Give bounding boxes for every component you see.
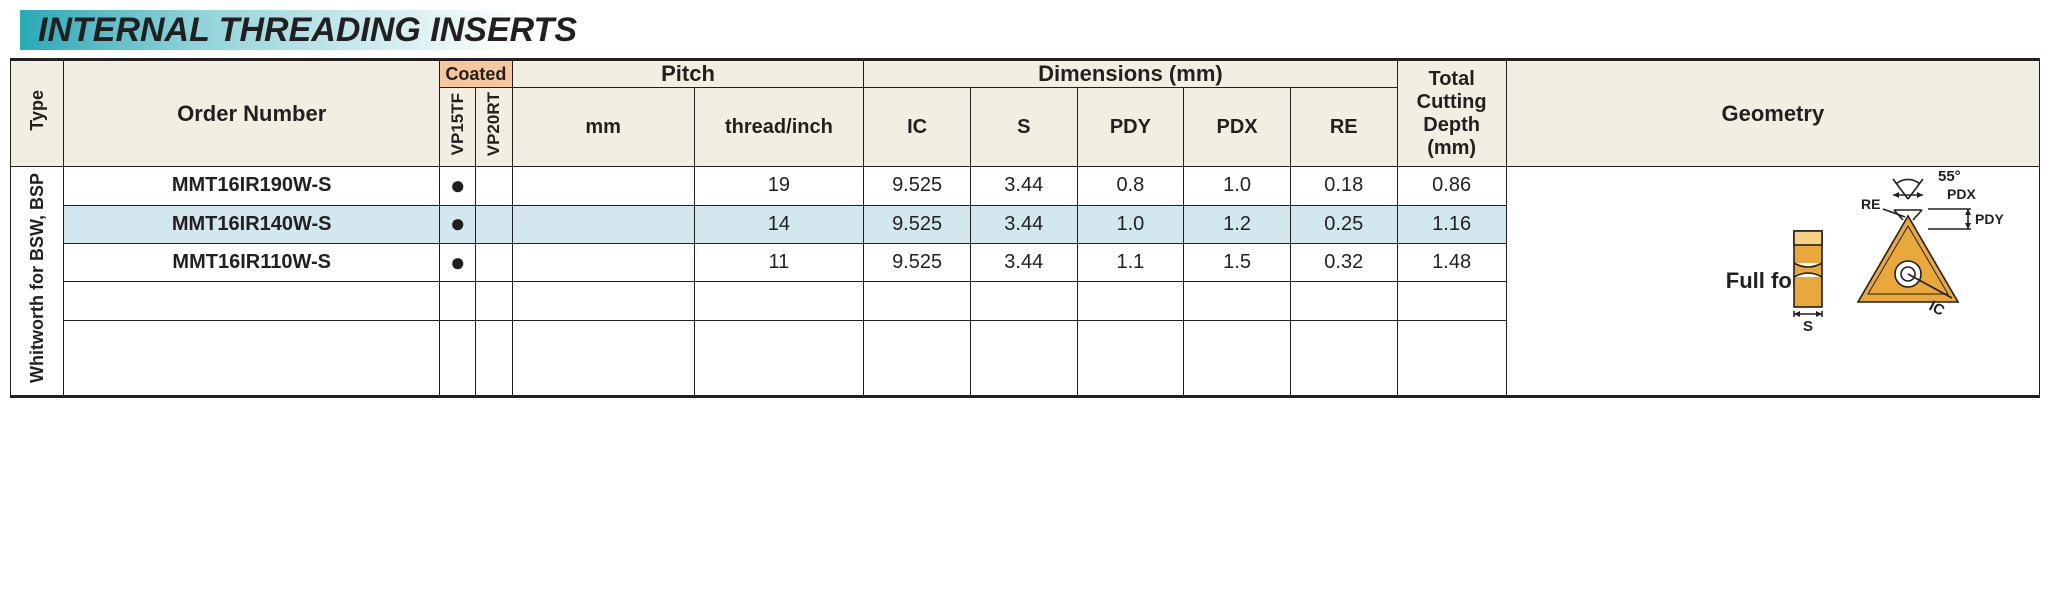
vp20rt-cell <box>476 243 512 281</box>
page-title: INTERNAL THREADING INSERTS <box>38 10 577 50</box>
col-dimensions: Dimensions (mm) <box>864 60 1397 88</box>
order-number: MMT16IR190W-S <box>64 167 440 205</box>
dim-pdy: 0.8 <box>1077 167 1184 205</box>
table-header: Type Order Number Coated Pitch Dimension… <box>11 60 2040 167</box>
vp15tf-cell: ● <box>440 167 476 205</box>
vp15tf-cell: ● <box>440 243 476 281</box>
col-s: S <box>970 88 1077 167</box>
dim-pdy: 1.1 <box>1077 243 1184 281</box>
dim-re: 0.18 <box>1290 167 1397 205</box>
type-label-cell: Whitworth for BSW, BSP <box>11 167 64 397</box>
dim-s: 3.44 <box>970 167 1077 205</box>
pitch-mm <box>512 243 694 281</box>
svg-text:S: S <box>1803 318 1813 335</box>
pitch-tpi: 11 <box>694 243 864 281</box>
col-pitch-tpi: thread/inch <box>694 88 864 167</box>
table-body: Whitworth for BSW, BSPMMT16IR190W-S ● 199.… <box>11 167 2040 397</box>
total-depth: 1.48 <box>1397 243 1506 281</box>
col-coated: Coated <box>440 60 513 88</box>
dim-pdx: 1.0 <box>1184 167 1291 205</box>
dim-ic: 9.525 <box>864 205 971 243</box>
pitch-tpi: 19 <box>694 167 864 205</box>
col-vp20rt: VP20RT <box>476 88 512 167</box>
total-depth: 0.86 <box>1397 167 1506 205</box>
pitch-tpi: 14 <box>694 205 864 243</box>
vp15tf-cell: ● <box>440 205 476 243</box>
col-total-depth: Total Cutting Depth (mm) <box>1397 60 1506 167</box>
dim-re: 0.32 <box>1290 243 1397 281</box>
dim-pdx: 1.5 <box>1184 243 1291 281</box>
title-bar: INTERNAL THREADING INSERTS <box>20 10 2046 50</box>
col-vp15tf: VP15TF <box>440 88 476 167</box>
col-pdy: PDY <box>1077 88 1184 167</box>
order-number: MMT16IR110W-S <box>64 243 440 281</box>
total-depth: 1.16 <box>1397 205 1506 243</box>
order-number: MMT16IR140W-S <box>64 205 440 243</box>
dim-ic: 9.525 <box>864 167 971 205</box>
svg-text:55°: 55° <box>1938 169 1961 185</box>
col-pitch: Pitch <box>512 60 863 88</box>
geometry-cell: Full form IC <box>1506 167 2039 397</box>
dim-ic: 9.525 <box>864 243 971 281</box>
col-order-number: Order Number <box>64 60 440 167</box>
dim-s: 3.44 <box>970 205 1077 243</box>
table-row: Whitworth for BSW, BSPMMT16IR190W-S●199.… <box>11 167 2040 205</box>
geometry-diagram: IC S 55° <box>1733 169 2033 349</box>
pitch-mm <box>512 205 694 243</box>
dot-icon: ● <box>450 247 466 277</box>
col-pdx: PDX <box>1184 88 1291 167</box>
col-geometry: Geometry <box>1506 60 2039 167</box>
dim-re: 0.25 <box>1290 205 1397 243</box>
col-type: Type <box>11 60 64 167</box>
svg-text:PDX: PDX <box>1947 186 1976 202</box>
dot-icon: ● <box>450 170 466 200</box>
dim-pdx: 1.2 <box>1184 205 1291 243</box>
dot-icon: ● <box>450 208 466 238</box>
col-pitch-mm: mm <box>512 88 694 167</box>
col-re: RE <box>1290 88 1397 167</box>
vp20rt-cell <box>476 205 512 243</box>
svg-text:RE: RE <box>1861 196 1880 212</box>
inserts-table: Type Order Number Coated Pitch Dimension… <box>10 58 2040 398</box>
svg-text:PDY: PDY <box>1975 211 2004 227</box>
pitch-mm <box>512 167 694 205</box>
vp20rt-cell <box>476 167 512 205</box>
dim-pdy: 1.0 <box>1077 205 1184 243</box>
col-ic: IC <box>864 88 971 167</box>
dim-s: 3.44 <box>970 243 1077 281</box>
